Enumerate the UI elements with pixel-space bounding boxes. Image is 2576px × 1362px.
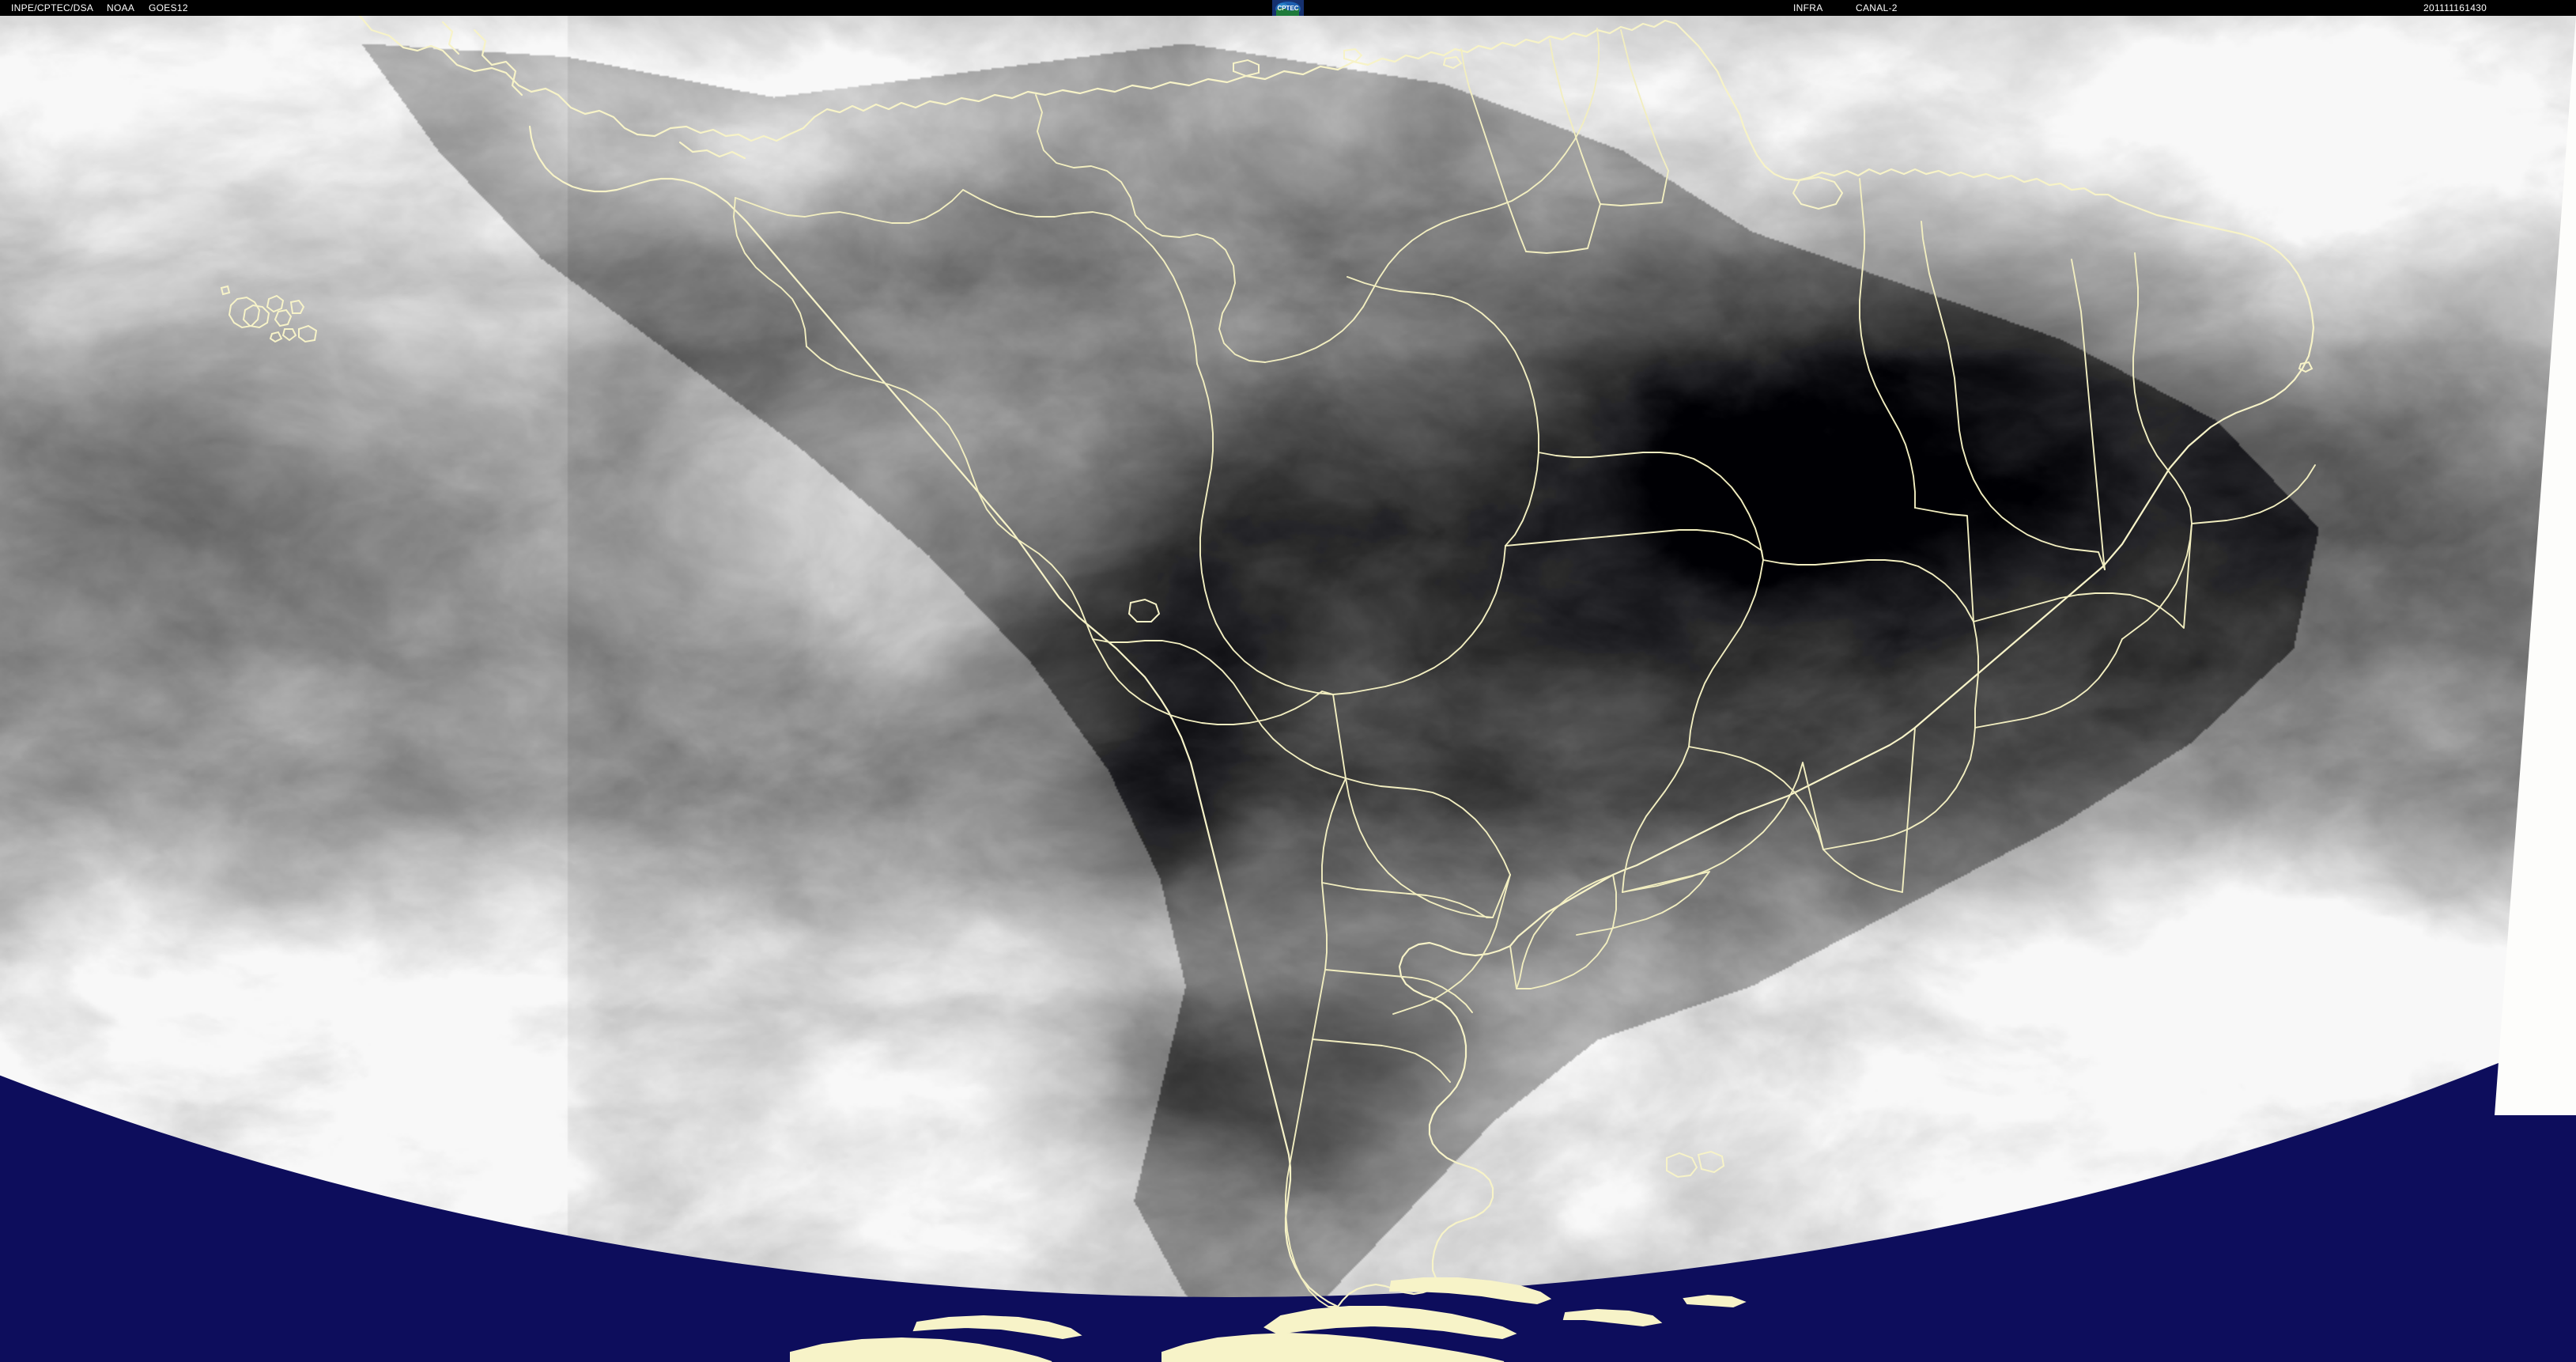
satellite-label: GOES12 bbox=[149, 2, 188, 13]
timestamp-label: 201111161430 bbox=[2423, 2, 2487, 13]
channel-type-label: INFRA bbox=[1793, 2, 1823, 13]
source-agency-label: INPE/CPTEC/DSA bbox=[11, 2, 94, 13]
operator-label: NOAA bbox=[107, 2, 135, 13]
earth-disk-imagery bbox=[0, 16, 2576, 1297]
header-bar: INPE/CPTEC/DSA NOAA GOES12 INFRA CANAL-2… bbox=[0, 0, 2576, 16]
channel-label: CANAL-2 bbox=[1856, 2, 1898, 13]
svg-text:CPTEC: CPTEC bbox=[1277, 5, 1298, 12]
cptec-logo-icon: CPTEC bbox=[1272, 0, 1304, 16]
